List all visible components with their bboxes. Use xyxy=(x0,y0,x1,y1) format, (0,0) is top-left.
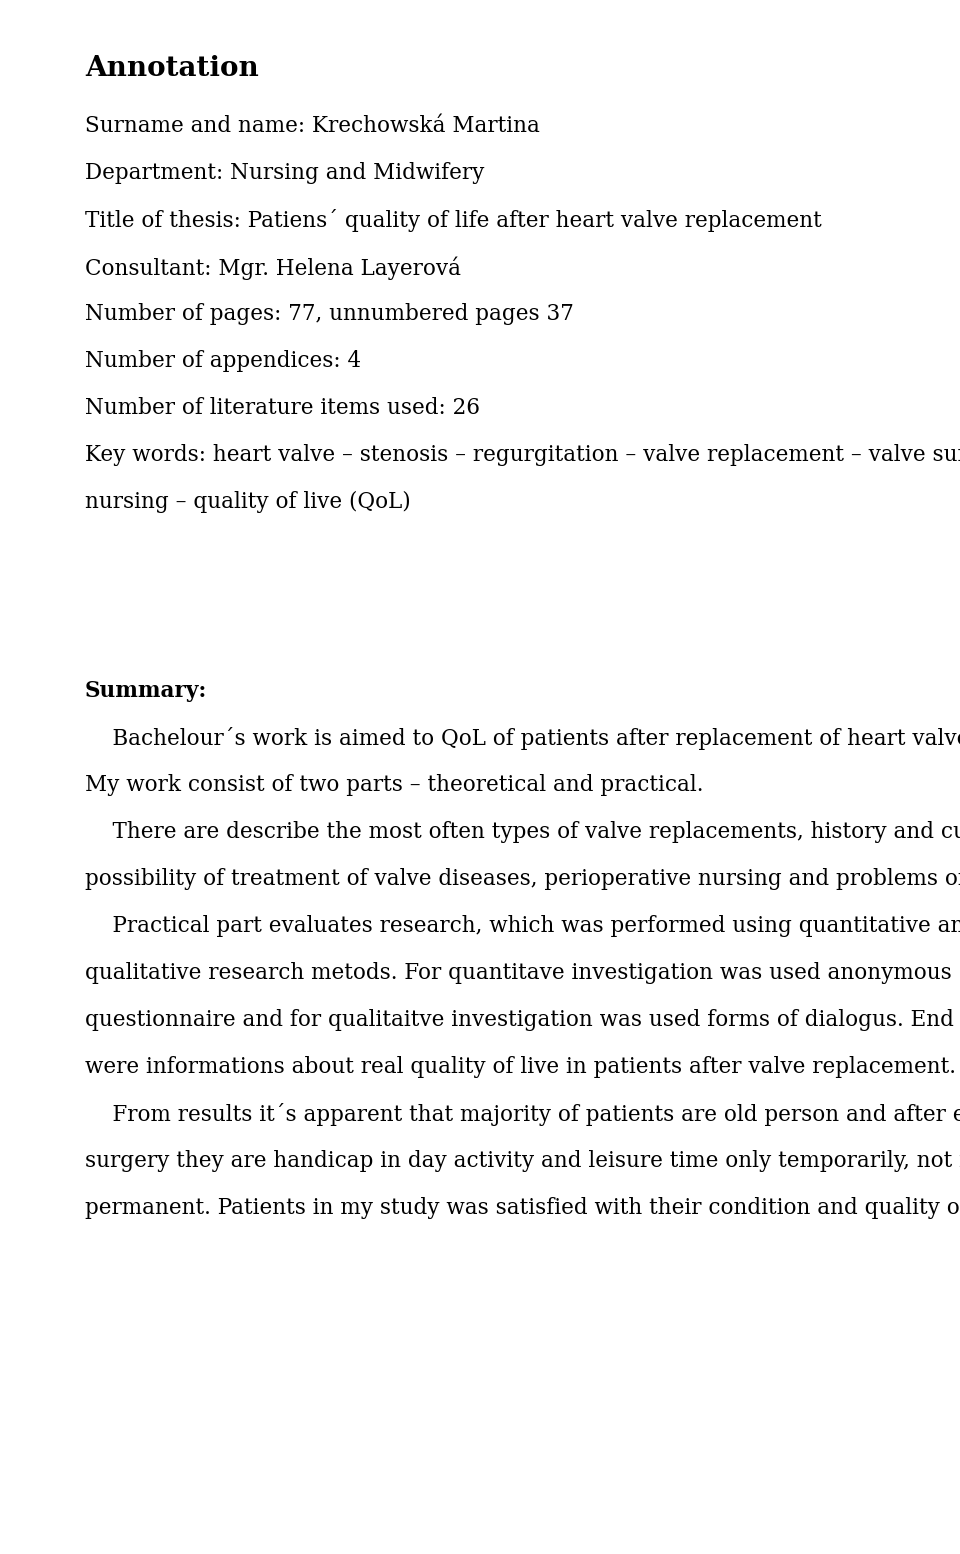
Text: Surname and name: Krechowská Martina: Surname and name: Krechowská Martina xyxy=(85,115,540,137)
Text: Bachelour´s work is aimed to QoL of patients after replacement of heart valves.: Bachelour´s work is aimed to QoL of pati… xyxy=(85,727,960,751)
Text: surgery they are handicap in day activity and leisure time only temporarily, not: surgery they are handicap in day activit… xyxy=(85,1150,960,1172)
Text: nursing – quality of live (QoL): nursing – quality of live (QoL) xyxy=(85,491,411,513)
Text: were informations about real quality of live in patients after valve replacement: were informations about real quality of … xyxy=(85,1057,956,1078)
Text: possibility of treatment of valve diseases, perioperative nursing and problems o: possibility of treatment of valve diseas… xyxy=(85,869,960,890)
Text: qualitative research metods. For quantitave investigation was used anonymous: qualitative research metods. For quantit… xyxy=(85,962,951,984)
Text: Number of literature items used: 26: Number of literature items used: 26 xyxy=(85,396,480,420)
Text: questionnaire and for qualitaitve investigation was used forms of dialogus. End : questionnaire and for qualitaitve invest… xyxy=(85,1009,960,1030)
Text: Consultant: Mgr. Helena Layerová: Consultant: Mgr. Helena Layerová xyxy=(85,256,461,280)
Text: From results it´s apparent that majority of patients are old person and after ex: From results it´s apparent that majority… xyxy=(85,1103,960,1127)
Text: Number of appendices: 4: Number of appendices: 4 xyxy=(85,350,361,371)
Text: Department: Nursing and Midwifery: Department: Nursing and Midwifery xyxy=(85,162,485,183)
Text: Annotation: Annotation xyxy=(85,54,259,82)
Text: Summary:: Summary: xyxy=(85,681,207,702)
Text: Number of pages: 77, unnumbered pages 37: Number of pages: 77, unnumbered pages 37 xyxy=(85,303,574,325)
Text: Practical part evaluates research, which was performed using quantitative and: Practical part evaluates research, which… xyxy=(85,915,960,937)
Text: permanent. Patients in my study was satisfied with their condition and quality o: permanent. Patients in my study was sati… xyxy=(85,1197,960,1218)
Text: Key words: heart valve – stenosis – regurgitation – valve replacement – valve su: Key words: heart valve – stenosis – regu… xyxy=(85,444,960,466)
Text: My work consist of two parts – theoretical and practical.: My work consist of two parts – theoretic… xyxy=(85,774,704,796)
Text: There are describe the most often types of valve replacements, history and curre: There are describe the most often types … xyxy=(85,821,960,842)
Text: Title of thesis: Patiens´ quality of life after heart valve replacement: Title of thesis: Patiens´ quality of lif… xyxy=(85,208,822,232)
